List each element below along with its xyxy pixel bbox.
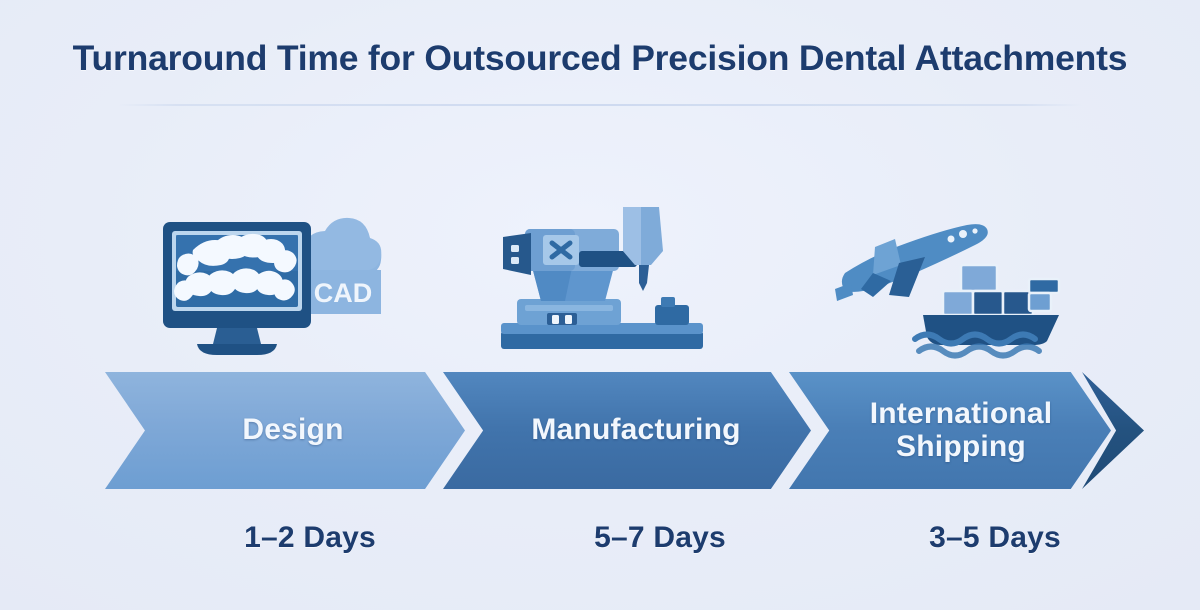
process-stage-design[interactable]: Design <box>105 372 465 489</box>
stage-icon-manufacturing <box>435 185 775 370</box>
cad-badge-label: CAD <box>314 278 373 308</box>
cargo-containers <box>941 263 1061 316</box>
stage-icon-design: CAD <box>105 185 435 370</box>
cnc-milling-machine-icon <box>501 207 703 349</box>
airplane-cargo-ship-icon <box>835 223 1061 358</box>
title-block: Turnaround Time for Outsourced Precision… <box>0 38 1200 79</box>
process-stage-shipping[interactable]: International Shipping <box>789 372 1111 489</box>
icon-row: CAD <box>105 185 1105 370</box>
stage-label-manufacturing: Manufacturing <box>531 413 741 447</box>
duration-shipping: 3–5 Days <box>929 521 1061 554</box>
process-arrow-band: Design Manufacturing International Shipp… <box>0 372 1200 489</box>
title-divider <box>118 104 1082 106</box>
process-stage-manufacturing[interactable]: Manufacturing <box>443 372 811 489</box>
stage-label-shipping-line2: Shipping <box>896 429 1026 463</box>
duration-manufacturing: 5–7 Days <box>594 521 726 554</box>
duration-design: 1–2 Days <box>244 521 376 554</box>
wave-lines <box>912 331 1042 358</box>
stage-label-shipping: International Shipping <box>842 397 1059 463</box>
stage-label-design: Design <box>242 413 344 447</box>
cad-cloud-shape <box>303 217 382 314</box>
dental-arch-icon <box>174 233 297 301</box>
cad-monitor-icon: CAD <box>163 217 382 355</box>
stage-icon-shipping <box>775 185 1105 370</box>
page-title: Turnaround Time for Outsourced Precision… <box>72 38 1128 78</box>
duration-row: 1–2 Days 5–7 Days 3–5 Days <box>105 508 1105 568</box>
airplane-icon <box>835 223 988 301</box>
stage-label-shipping-line1: International <box>869 397 1053 431</box>
